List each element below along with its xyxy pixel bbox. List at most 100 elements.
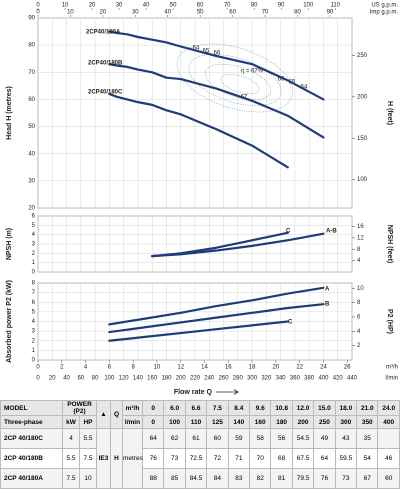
cell: 125 bbox=[206, 415, 229, 429]
series-line bbox=[108, 30, 325, 101]
performance-table: MODEL POWER (P2) ▲ Q m³/h 0 6.0 6.6 7.5 8.4 9… bbox=[0, 400, 400, 489]
cell: 59 bbox=[227, 428, 251, 449]
y-tick-label: 0 bbox=[32, 270, 36, 276]
y2-axis-label: H (feet) bbox=[386, 101, 393, 125]
series-label: A-B bbox=[326, 229, 337, 235]
cell: 110 bbox=[184, 415, 208, 429]
y-tick-label: 80 bbox=[28, 43, 35, 49]
cell: 9.6 bbox=[249, 400, 272, 416]
cell: 7.5 bbox=[206, 400, 229, 416]
y2-tick-label: 4 bbox=[357, 329, 361, 335]
y-tick-label: 8 bbox=[32, 281, 36, 287]
cell bbox=[377, 428, 400, 449]
header-row: Three-phase kW HP l/min 0 100 110 125 140 160… bbox=[0, 415, 400, 429]
top-tick-label: 10 bbox=[67, 10, 74, 16]
cell: 73 bbox=[163, 448, 186, 469]
top-axis-unit: Imp g.p.m. bbox=[370, 10, 399, 16]
cell: 7.5 bbox=[79, 448, 97, 469]
cell: 2CP 40/180B bbox=[0, 448, 63, 469]
top-tick-label: 20 bbox=[89, 3, 96, 9]
x2-tick-label: 10 bbox=[154, 365, 161, 371]
cell: Three-phase bbox=[0, 415, 63, 429]
series-label: A bbox=[325, 287, 330, 293]
efficiency-label: 65 bbox=[203, 49, 210, 55]
y-tick-label: 60 bbox=[28, 97, 35, 103]
top-tick-label: 10 bbox=[62, 3, 69, 9]
y2-axis-label: NPSH (feet) bbox=[386, 225, 393, 264]
top-tick-label: 90 bbox=[327, 10, 334, 16]
cell: 21.0 bbox=[356, 400, 379, 416]
cell: 160 bbox=[249, 415, 272, 429]
cell: H bbox=[110, 428, 123, 489]
top-tick-label: 40 bbox=[143, 3, 150, 9]
series-label: C bbox=[286, 229, 291, 235]
x-tick-label: 80 bbox=[92, 376, 99, 382]
cell: 140 bbox=[227, 415, 251, 429]
cell: 68 bbox=[270, 448, 293, 469]
series-line bbox=[151, 232, 325, 258]
cell: Q bbox=[110, 400, 123, 429]
series-label: 2CP40/180B bbox=[88, 61, 123, 67]
cell: 73 bbox=[334, 468, 358, 489]
cell: 18.0 bbox=[334, 400, 358, 416]
x2-tick-label: 26 bbox=[344, 365, 351, 371]
x-tick-label: 100 bbox=[104, 376, 115, 382]
y-tick-label: 4 bbox=[32, 319, 36, 325]
x2-tick-label: 6 bbox=[108, 365, 112, 371]
cell: 24.0 bbox=[377, 400, 400, 416]
cell: 6.0 bbox=[163, 400, 186, 416]
data-row: 2CP 40/180A 7.5 10 88 85 84.5 84 83 82 81 79.5 76 73… bbox=[0, 468, 400, 489]
top-tick-label: 50 bbox=[197, 10, 204, 16]
y-tick-label: 70 bbox=[28, 70, 35, 76]
top-tick-label: 0 bbox=[36, 10, 40, 16]
series-label: 2CP40/180C bbox=[88, 90, 123, 96]
top-tick-label: 80 bbox=[251, 3, 258, 9]
x2-tick-label: 4 bbox=[84, 365, 88, 371]
y-tick-label: 5 bbox=[32, 309, 36, 315]
y2-tick-label: 8 bbox=[357, 300, 361, 306]
cell: 200 bbox=[291, 415, 315, 429]
x-tick-label: 280 bbox=[233, 376, 244, 382]
x2-tick-label: 8 bbox=[131, 365, 135, 371]
cell: 5.5 bbox=[62, 448, 80, 469]
cell: 82 bbox=[249, 468, 272, 489]
cell: 56 bbox=[270, 428, 293, 449]
top-tick-label: 100 bbox=[303, 3, 314, 9]
cell: 2CP 40/180C bbox=[0, 428, 63, 449]
top-tick-label: 50 bbox=[170, 3, 177, 9]
x-tick-label: 220 bbox=[190, 376, 201, 382]
cell: HP bbox=[79, 415, 97, 429]
x-tick-label: 60 bbox=[77, 376, 84, 382]
x-tick-label: 340 bbox=[276, 376, 287, 382]
y-tick-label: 30 bbox=[28, 178, 35, 184]
x-tick-label: 400 bbox=[318, 376, 329, 382]
cell: 5.5 bbox=[79, 428, 97, 449]
y-tick-label: 1 bbox=[32, 260, 36, 266]
cell: 300 bbox=[334, 415, 358, 429]
x2-tick-label: 14 bbox=[201, 365, 208, 371]
cell: IE3 bbox=[96, 428, 111, 489]
y-axis-label: Absorbed power P2 (kW) bbox=[6, 280, 13, 363]
cell: 12.0 bbox=[291, 400, 315, 416]
cell: 54.5 bbox=[291, 428, 315, 449]
cell: 64 bbox=[313, 448, 336, 469]
x-tick-label: 260 bbox=[219, 376, 230, 382]
header-row: MODEL POWER (P2) ▲ Q m³/h 0 6.0 6.6 7.5 8.4 9… bbox=[0, 400, 400, 429]
y-tick-label: 2 bbox=[32, 251, 36, 257]
y2-tick-label: 12 bbox=[357, 235, 364, 241]
cell: 49 bbox=[313, 428, 336, 449]
top-tick-label: 60 bbox=[197, 3, 204, 9]
series-line bbox=[108, 63, 325, 139]
y-axis-label: Head H (metres) bbox=[6, 86, 13, 140]
x-tick-label: 0 bbox=[36, 376, 40, 382]
x2-tick-label: 0 bbox=[36, 365, 40, 371]
x2-tick-label: 12 bbox=[177, 365, 184, 371]
cell: 61 bbox=[184, 428, 208, 449]
cell: 59.5 bbox=[334, 448, 358, 469]
efficiency-label: 64 bbox=[301, 85, 308, 91]
x-tick-label: 140 bbox=[133, 376, 144, 382]
top-tick-label: 40 bbox=[164, 10, 171, 16]
series-line bbox=[108, 92, 289, 169]
x-tick-label: 300 bbox=[247, 376, 258, 382]
